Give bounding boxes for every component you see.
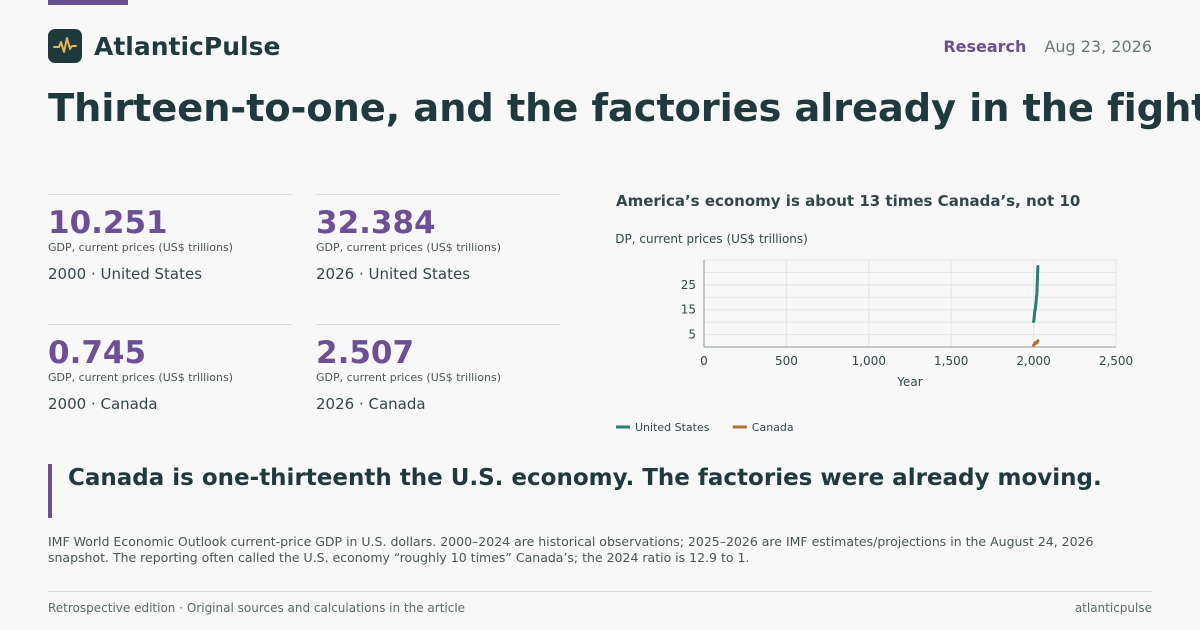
legend-label: Canada <box>752 421 794 434</box>
stat-card: 0.745 GDP, current prices (US$ trillions… <box>48 324 292 454</box>
x-tick-label: 1,000 <box>852 354 886 368</box>
site-header: AtlanticPulse Research Aug 23, 2026 <box>48 28 1152 64</box>
publish-date: Aug 23, 2026 <box>1044 36 1152 56</box>
footer-edition-note: Retrospective edition · Original sources… <box>48 601 466 615</box>
section-link[interactable]: Research <box>943 36 1027 56</box>
stat-unit: GDP, current prices (US$ trillions) <box>48 371 234 384</box>
stat-grid: 10.251 GDP, current prices (US$ trillion… <box>48 194 560 454</box>
pullquote: Canada is one-thirteenth the U.S. econom… <box>48 464 1152 518</box>
x-tick-label: 0 <box>700 354 708 368</box>
accent-bar <box>48 0 128 5</box>
series-line <box>1032 265 1040 324</box>
x-axis-label: Year <box>896 375 922 389</box>
chart-area: GDP, current prices (US$ trillions) 5 15 25… <box>616 228 1152 440</box>
y-tick-label: 25 <box>681 278 696 292</box>
chart-title: America’s economy is about 13 times Cana… <box>616 192 1081 210</box>
stat-card: 32.384 GDP, current prices (US$ trillion… <box>316 194 560 324</box>
x-tick-label: 1,500 <box>934 354 968 368</box>
stat-value: 10.251 <box>48 205 168 241</box>
stat-caption: 2026 · Canada <box>316 395 426 413</box>
stat-value: 32.384 <box>316 205 436 241</box>
brand-name[interactable]: AtlanticPulse <box>94 31 281 61</box>
stat-caption: 2026 · United States <box>316 265 471 283</box>
stat-card: 2.507 GDP, current prices (US$ trillions… <box>316 324 560 454</box>
y-axis-label: GDP, current prices (US$ trillions) <box>616 232 808 246</box>
x-tick-label: 2,000 <box>1016 354 1050 368</box>
x-tick-label: 2,500 <box>1099 354 1133 368</box>
footer: Retrospective edition · Original sources… <box>48 591 1152 615</box>
legend-label: United States <box>635 421 710 434</box>
footer-site-link[interactable]: atlanticpulse <box>1074 601 1152 615</box>
stat-unit: GDP, current prices (US$ trillions) <box>316 241 502 254</box>
x-tick-label: 500 <box>775 354 798 368</box>
stat-value: 2.507 <box>316 335 415 371</box>
header-meta: Research Aug 23, 2026 <box>943 37 1152 56</box>
stat-unit: GDP, current prices (US$ trillions) <box>316 371 502 384</box>
source-note: IMF World Economic Outlook current-price… <box>48 534 1094 565</box>
headline: Thirteen-to-one, and the factories alrea… <box>48 86 1200 131</box>
stat-caption: 2000 · United States <box>48 265 203 283</box>
stat-unit: GDP, current prices (US$ trillions) <box>48 241 234 254</box>
gdp-line-chart: GDP, current prices (US$ trillions) 5 15 25… <box>616 232 1133 434</box>
stat-value: 0.745 <box>48 335 147 371</box>
y-tick-label: 15 <box>681 303 696 317</box>
series-line <box>1032 339 1040 347</box>
stat-caption: 2000 · Canada <box>48 395 158 413</box>
pullquote-text: Canada is one-thirteenth the U.S. econom… <box>68 465 1102 491</box>
y-tick-label: 5 <box>688 328 696 342</box>
pulse-icon[interactable] <box>48 29 82 63</box>
stat-card: 10.251 GDP, current prices (US$ trillion… <box>48 194 292 324</box>
